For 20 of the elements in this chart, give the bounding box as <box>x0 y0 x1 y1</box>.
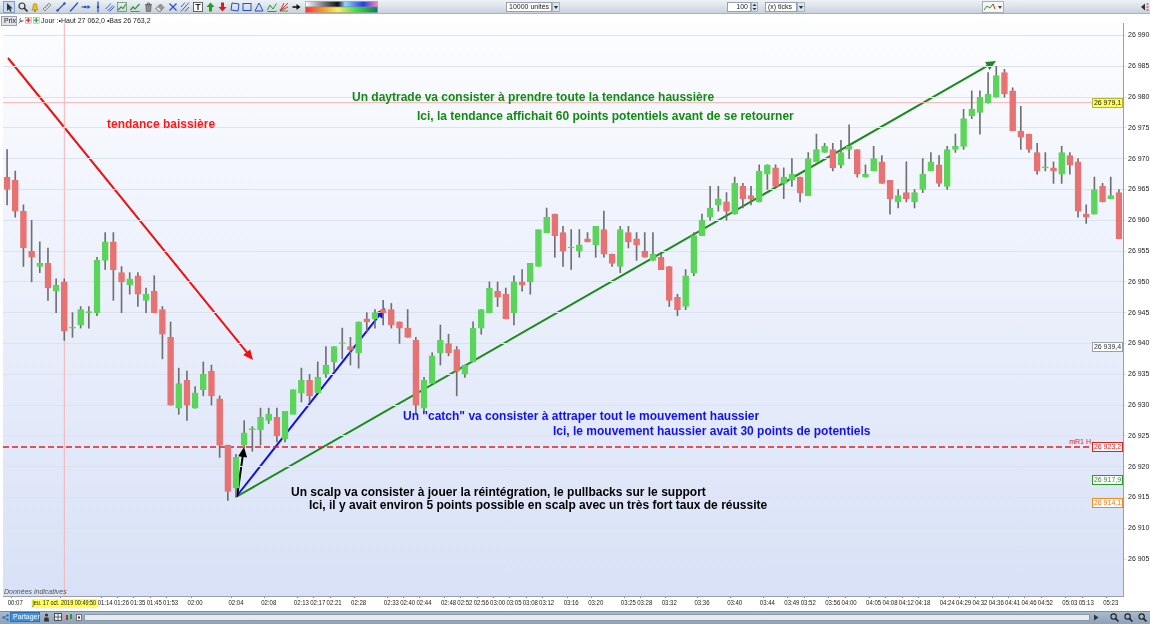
annotation: Ici, la tendance affichait 60 points potentiels avant de se retourner <box>417 109 794 123</box>
candlestick <box>649 232 657 261</box>
candlestick <box>788 158 796 187</box>
annotation: Un "catch" va consister à attraper tout le mouvement haussier <box>403 409 760 423</box>
candlestick <box>1017 106 1025 150</box>
candlestick <box>85 306 93 329</box>
candlestick <box>36 241 44 273</box>
candlestick <box>641 232 649 258</box>
candlestick <box>845 124 853 160</box>
candlestick <box>379 300 387 326</box>
annotation: Un daytrade va consister à prendre toute la tendance haussière <box>352 90 715 104</box>
annotation: Ici, il y avait environ 5 points possible en scalp avec un très fort taux de réussite <box>309 498 768 512</box>
annotation: Un scalp va consister à jouer la réintégration, le pullbacks sur le support <box>291 485 706 499</box>
annotation: Ici, le mouvement haussier avait 30 points de potentiels <box>553 424 871 438</box>
candlestick <box>780 167 788 200</box>
annotation: tendance baissière <box>107 117 216 131</box>
candlestick <box>747 186 755 206</box>
candlestick <box>567 229 575 270</box>
candlestick <box>1082 204 1090 224</box>
candlestick <box>1107 176 1115 200</box>
